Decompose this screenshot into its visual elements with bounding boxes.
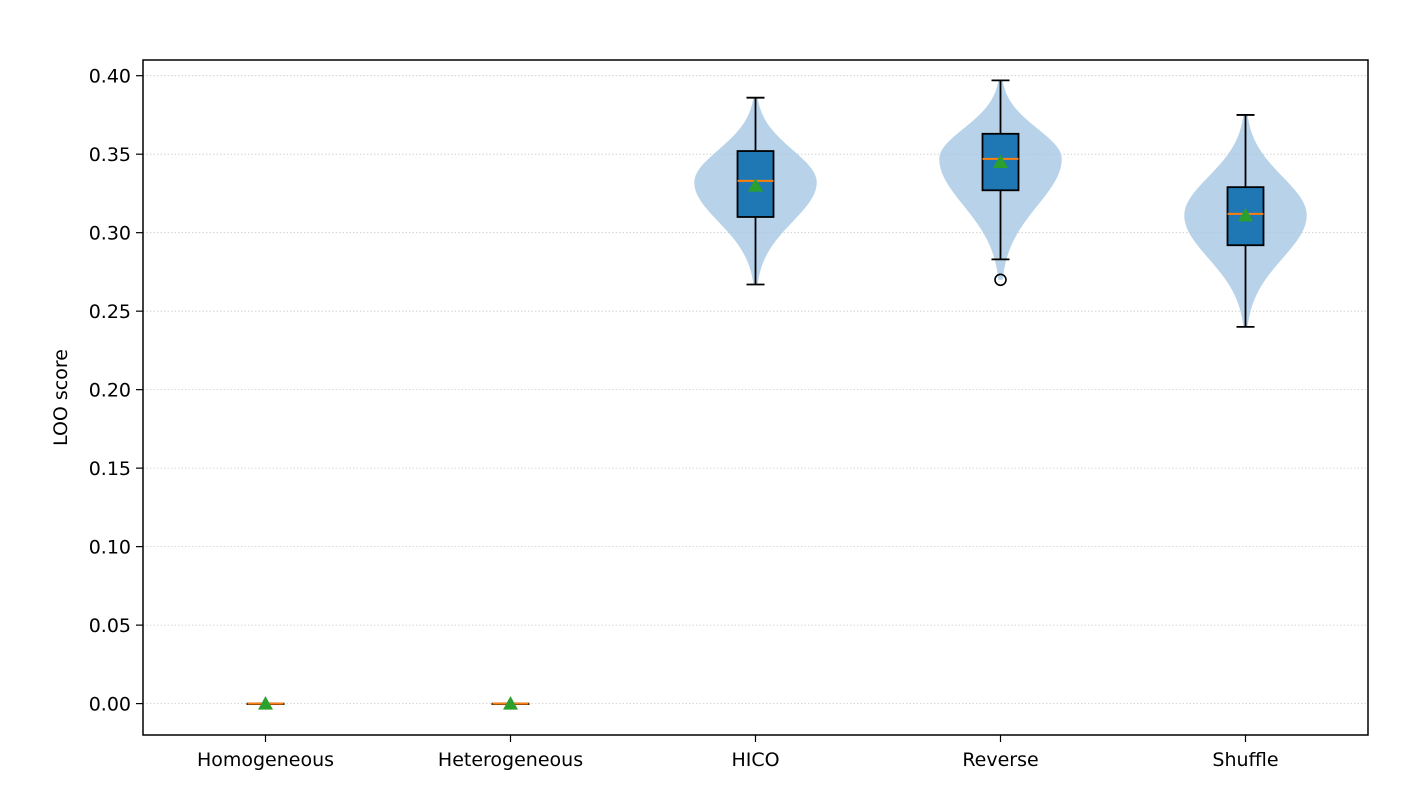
x-tick-label: Heterogeneous	[438, 749, 583, 771]
y-tick-label: 0.25	[89, 301, 131, 323]
box-shuffle	[1226, 114, 1265, 328]
y-tick-label: 0.30	[89, 223, 131, 245]
mean-marker	[258, 696, 273, 710]
box-plots	[246, 79, 1265, 710]
y-tick-label: 0.10	[89, 537, 131, 559]
y-axis: 0.00 0.05 0.10 0.15 0.20 0.25 0.30 0.35 0.40	[89, 66, 143, 716]
y-tick-label: 0.20	[89, 380, 131, 402]
y-tick-label: 0.40	[89, 66, 131, 88]
mean-marker	[503, 696, 518, 710]
x-tick-label: Shuffle	[1212, 749, 1278, 771]
y-axis-label: LOO score	[50, 349, 72, 446]
mean-marker	[1238, 207, 1253, 222]
x-tick-label: Homogeneous	[197, 749, 334, 771]
x-tick-label: HICO	[731, 749, 779, 771]
x-axis: Homogeneous Heterogeneous HICO Reverse Shuff…	[197, 735, 1279, 771]
box-heterogeneous	[491, 696, 530, 710]
box-reverse	[981, 79, 1020, 287]
box-hico	[736, 96, 775, 286]
y-tick-label: 0.05	[89, 615, 131, 637]
mean-marker	[993, 154, 1008, 169]
outlier-point	[994, 273, 1007, 287]
y-tick-label: 0.15	[89, 458, 131, 480]
mean-marker	[748, 178, 763, 192]
box-homogeneous	[246, 696, 285, 710]
x-tick-label: Reverse	[962, 749, 1038, 771]
y-tick-label: 0.00	[89, 694, 131, 716]
y-tick-label: 0.35	[89, 144, 131, 166]
